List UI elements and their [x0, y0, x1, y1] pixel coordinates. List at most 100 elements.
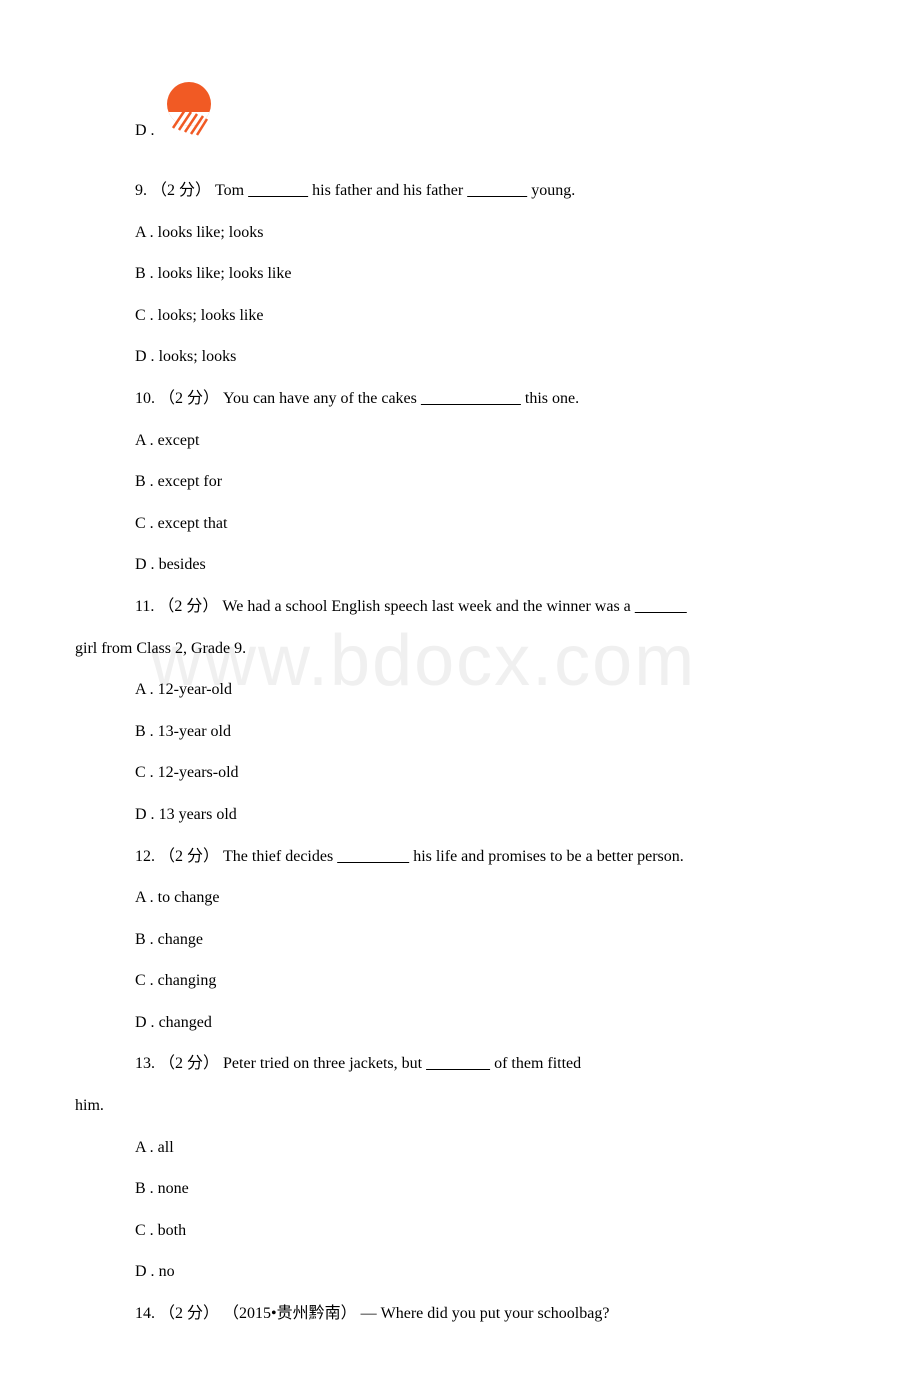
q9-option-a: A . looks like; looks	[135, 212, 845, 254]
q10-option-b: B . except for	[135, 461, 845, 503]
q12-opt-d-text: changed	[155, 1014, 212, 1031]
q10-opt-c-letter: C .	[135, 515, 154, 532]
q11-option-a: A . 12-year-old	[135, 669, 845, 711]
q11-option-c: C . 12-years-old	[135, 752, 845, 794]
q10-opt-d-letter: D .	[135, 556, 155, 573]
question-14: 14. （2 分） （2015•贵州黔南） — Where did you pu…	[135, 1293, 845, 1335]
q11-option-d: D . 13 years old	[135, 794, 845, 836]
q12-text-before: The thief decides	[223, 848, 337, 865]
question-12: 12. （2 分） The thief decides his life and…	[135, 836, 845, 878]
q10-opt-c-text: except that	[154, 515, 228, 532]
q9-opt-c-text: looks; looks like	[154, 307, 264, 324]
q12-opt-a-letter: A .	[135, 889, 154, 906]
q11-opt-d-letter: D .	[135, 806, 155, 823]
q11-continuation: girl from Class 2, Grade 9.	[75, 628, 845, 670]
q10-text-before: You can have any of the cakes	[223, 390, 421, 407]
q11-opt-a-letter: A .	[135, 681, 154, 698]
q12-opt-d-letter: D .	[135, 1014, 155, 1031]
q11-option-b: B . 13-year old	[135, 711, 845, 753]
q12-opt-b-letter: B .	[135, 931, 154, 948]
question-13: 13. （2 分） Peter tried on three jackets, …	[135, 1043, 845, 1085]
q9-points: （2 分）	[151, 182, 211, 199]
q12-option-d: D . changed	[135, 1002, 845, 1044]
q13-opt-d-letter: D .	[135, 1263, 155, 1280]
q13-option-a: A . all	[135, 1127, 845, 1169]
q9-opt-b-letter: B .	[135, 265, 154, 282]
q10-text-after: this one.	[521, 390, 579, 407]
q10-blank1	[421, 390, 521, 407]
q12-opt-c-text: changing	[154, 972, 217, 989]
q13-opt-c-text: both	[154, 1222, 186, 1239]
q9-opt-a-text: looks like; looks	[154, 224, 264, 241]
q11-opt-c-letter: C .	[135, 764, 154, 781]
q10-number: 10.	[135, 390, 155, 407]
q9-option-c: C . looks; looks like	[135, 295, 845, 337]
q10-opt-b-letter: B .	[135, 473, 154, 490]
q9-opt-d-letter: D .	[135, 348, 155, 365]
q13-option-d: D . no	[135, 1251, 845, 1293]
q9-opt-b-text: looks like; looks like	[154, 265, 292, 282]
q13-option-b: B . none	[135, 1168, 845, 1210]
q12-opt-b-text: change	[154, 931, 203, 948]
q10-opt-a-text: except	[154, 432, 200, 449]
q12-opt-c-letter: C .	[135, 972, 154, 989]
q11-opt-c-text: 12-years-old	[154, 764, 239, 781]
q10-opt-d-text: besides	[155, 556, 206, 573]
q12-option-c: C . changing	[135, 960, 845, 1002]
q9-text-after: young.	[527, 182, 575, 199]
q13-text-after: of them fitted	[490, 1055, 581, 1072]
q9-blank1	[248, 182, 308, 199]
q12-number: 12.	[135, 848, 155, 865]
q11-opt-b-letter: B .	[135, 723, 154, 740]
q11-opt-a-text: 12-year-old	[154, 681, 232, 698]
q11-blank1	[635, 598, 687, 615]
q13-points: （2 分）	[159, 1055, 219, 1072]
q13-option-c: C . both	[135, 1210, 845, 1252]
q14-points: （2 分）	[159, 1305, 219, 1322]
q14-extra: （2015•贵州黔南）	[223, 1305, 357, 1322]
q12-opt-a-text: to change	[154, 889, 220, 906]
q9-text-before: Tom	[215, 182, 248, 199]
q13-opt-d-text: no	[155, 1263, 175, 1280]
q9-opt-a-letter: A .	[135, 224, 154, 241]
q11-opt-b-text: 13-year old	[154, 723, 231, 740]
q14-text-after: — Where did you put your schoolbag?	[361, 1305, 610, 1322]
q13-number: 13.	[135, 1055, 155, 1072]
q9-opt-d-text: looks; looks	[155, 348, 237, 365]
q9-option-d: D . looks; looks	[135, 336, 845, 378]
option-d-letter: D .	[135, 122, 155, 140]
sun-stripes-icon	[159, 80, 219, 140]
q11-number: 11.	[135, 598, 154, 615]
q12-option-b: B . change	[135, 919, 845, 961]
q11-opt-d-text: 13 years old	[155, 806, 237, 823]
q12-blank1	[337, 848, 409, 865]
q9-blank2	[467, 182, 527, 199]
q12-points: （2 分）	[159, 848, 219, 865]
q13-opt-c-letter: C .	[135, 1222, 154, 1239]
q10-option-a: A . except	[135, 420, 845, 462]
question-9: 9. （2 分） Tom his father and his father y…	[135, 170, 845, 212]
q12-text-after: his life and promises to be a better per…	[409, 848, 684, 865]
q13-opt-b-text: none	[154, 1180, 189, 1197]
q10-option-c: C . except that	[135, 503, 845, 545]
q12-option-a: A . to change	[135, 877, 845, 919]
q9-text-middle: his father and his father	[308, 182, 467, 199]
q10-opt-b-text: except for	[154, 473, 222, 490]
document-content: D . 9. （2 分） Tom	[75, 80, 845, 1335]
question-11: 11. （2 分） We had a school English speech…	[135, 586, 845, 628]
q9-number: 9.	[135, 182, 147, 199]
q10-points: （2 分）	[159, 390, 219, 407]
question-10: 10. （2 分） You can have any of the cakes …	[135, 378, 845, 420]
q13-blank1	[426, 1055, 490, 1072]
q9-opt-c-letter: C .	[135, 307, 154, 324]
q10-option-d: D . besides	[135, 544, 845, 586]
q10-opt-a-letter: A .	[135, 432, 154, 449]
q13-opt-b-letter: B .	[135, 1180, 154, 1197]
option-d-icon-row: D .	[135, 80, 845, 140]
q11-text-before: We had a school English speech last week…	[222, 598, 634, 615]
q13-continuation: him.	[75, 1085, 845, 1127]
q11-points: （2 分）	[158, 598, 218, 615]
q13-opt-a-text: all	[154, 1139, 174, 1156]
q13-text-before: Peter tried on three jackets, but	[223, 1055, 426, 1072]
q13-opt-a-letter: A .	[135, 1139, 154, 1156]
